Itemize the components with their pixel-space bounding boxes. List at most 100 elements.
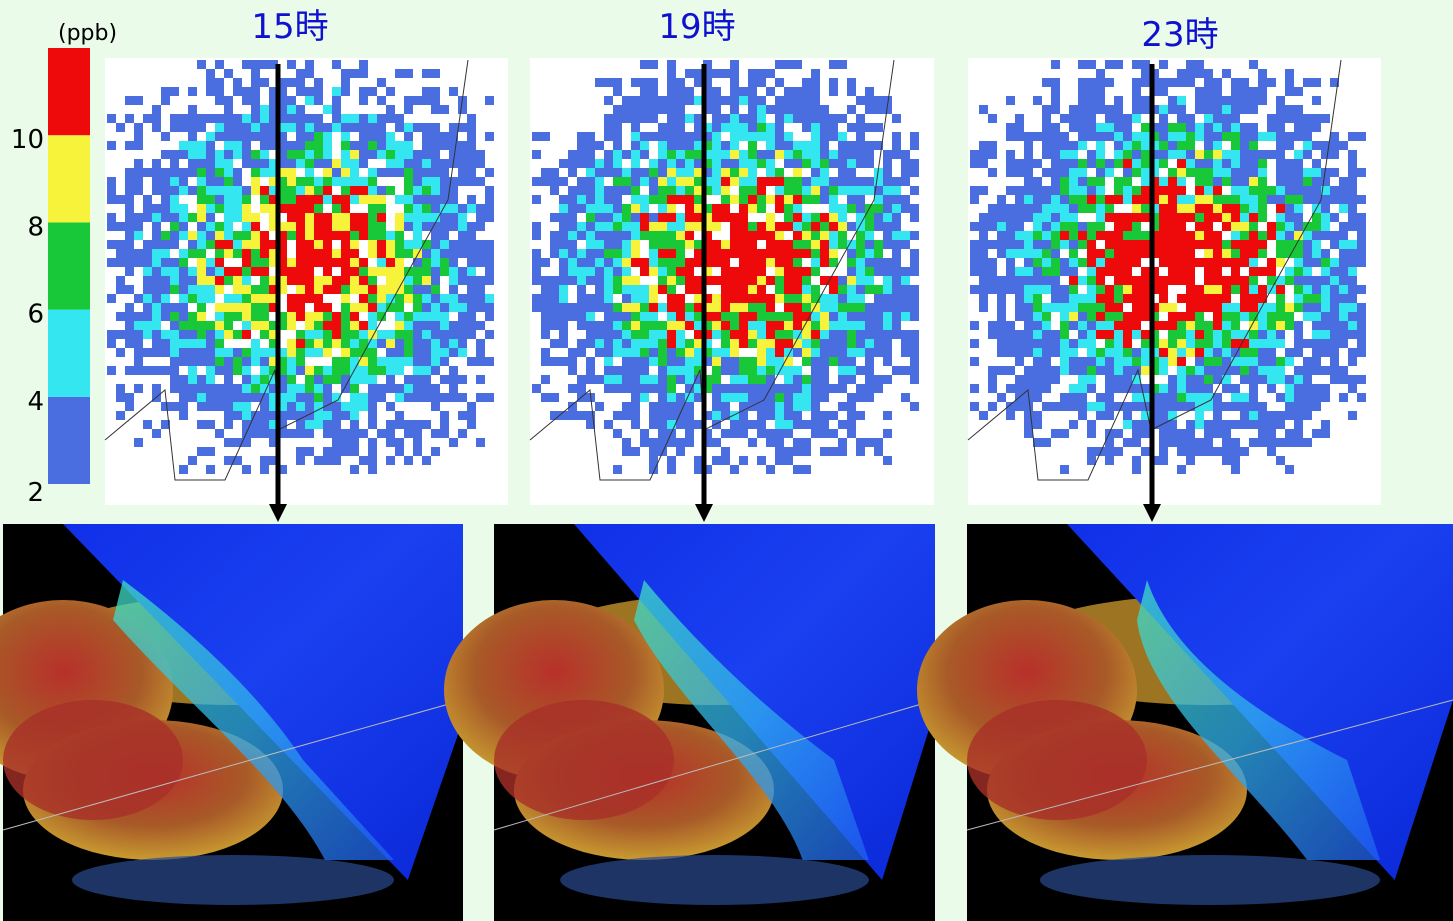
map-cell [784,447,793,456]
map-cell [685,240,694,249]
map-cell [721,366,730,375]
map-cell [1249,357,1258,366]
map-cell [874,375,883,384]
map-cell [1195,240,1204,249]
map-cell [1159,357,1168,366]
map-cell [224,177,233,186]
map-cell [134,159,143,168]
map-cell [215,114,224,123]
map-cell [1015,267,1024,276]
map-cell [170,87,179,96]
map-cell [676,87,685,96]
map-cell [1078,411,1087,420]
map-cell [233,150,242,159]
map-cell [260,195,269,204]
map-cell [1042,348,1051,357]
map-cell [395,312,404,321]
map-cell [739,240,748,249]
map-cell [206,294,215,303]
map-cell [359,69,368,78]
map-cell [458,330,467,339]
legend-tick-label: 10 [11,125,44,155]
map-cell [910,294,919,303]
map-cell [476,375,485,384]
map-cell [631,357,640,366]
map-cell [1177,402,1186,411]
map-cell [1051,330,1060,339]
map-cell [970,384,979,393]
map-cell [1132,114,1141,123]
map-cell [757,231,766,240]
map-cell [1006,168,1015,177]
map-cell [170,150,179,159]
map-cell [1222,321,1231,330]
map-cell [152,240,161,249]
map-cell [152,105,161,114]
map-cell [323,411,332,420]
map-cell [413,420,422,429]
map-cell [820,411,829,420]
map-cell [485,240,494,249]
map-cell [811,141,820,150]
map-cell [712,96,721,105]
map-cell [658,168,667,177]
map-cell [847,357,856,366]
map-cell [413,285,422,294]
map-cell [1123,168,1132,177]
map-cell [640,357,649,366]
map-cell [449,294,458,303]
map-cell [197,159,206,168]
map-cell [667,348,676,357]
map-cell [1132,96,1141,105]
map-cell [368,213,377,222]
map-cell [874,438,883,447]
map-cell [1294,348,1303,357]
map-cell [215,330,224,339]
map-cell [595,321,604,330]
map-cell [1060,348,1069,357]
map-cell [829,312,838,321]
map-cell [242,303,251,312]
map-cell [829,285,838,294]
map-cell [979,240,988,249]
map-cell [449,285,458,294]
map-cell [802,447,811,456]
map-cell [838,330,847,339]
map-cell [134,123,143,132]
map-cell [568,213,577,222]
map-cell [1141,150,1150,159]
map-cell [1105,123,1114,132]
map-cell [1303,150,1312,159]
map-cell [910,141,919,150]
map-cell [1033,339,1042,348]
map-cell [721,186,730,195]
map-cell [1294,159,1303,168]
map-cell [1294,339,1303,348]
map-cell [170,285,179,294]
map-cell [260,141,269,150]
map-cell [368,456,377,465]
map-cell [1348,240,1357,249]
map-cell [712,258,721,267]
map-cell [757,159,766,168]
map-cell [577,348,586,357]
map-cell [793,465,802,474]
map-cell [251,132,260,141]
map-cell [685,420,694,429]
map-cell [1078,366,1087,375]
map-cell [1069,213,1078,222]
map-cell [1249,303,1258,312]
map-cell [197,393,206,402]
map-cell [1330,285,1339,294]
map-cell [730,159,739,168]
map-cell [296,87,305,96]
map-cell [251,105,260,114]
map-cell [793,159,802,168]
map-cell [260,240,269,249]
map-cell [766,231,775,240]
map-cell [1033,411,1042,420]
map-cell [1042,303,1051,312]
map-cell [910,402,919,411]
map-cell [314,303,323,312]
map-cell [586,150,595,159]
